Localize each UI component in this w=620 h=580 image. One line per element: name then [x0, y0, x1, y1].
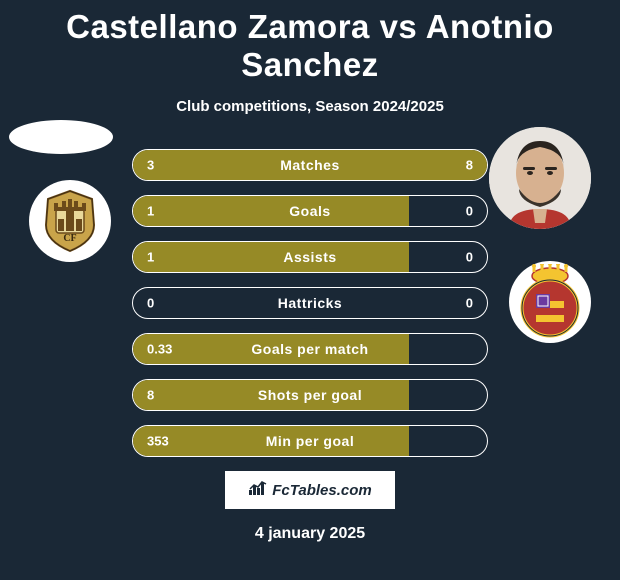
comparison-title: Castellano Zamora vs Anotnio Sanchez [0, 0, 620, 84]
stat-label: Hattricks [133, 295, 487, 311]
stat-label: Matches [133, 157, 487, 173]
stat-label: Goals [133, 203, 487, 219]
stat-row: 0.33Goals per match [132, 333, 488, 365]
stat-row: 10Assists [132, 241, 488, 273]
stat-label: Goals per match [133, 341, 487, 357]
comparison-subtitle: Club competitions, Season 2024/2025 [0, 98, 620, 115]
stats-area: 38Matches 10Goals 10Assists 00Hattricks 0.33… [0, 149, 620, 457]
stat-row: 10Goals [132, 195, 488, 227]
stat-label: Shots per goal [133, 387, 487, 403]
stat-label: Assists [133, 249, 487, 265]
stat-row: 353Min per goal [132, 425, 488, 457]
watermark[interactable]: FcTables.com [225, 471, 395, 509]
watermark-text: FcTables.com [272, 482, 371, 499]
comparison-date: 4 january 2025 [0, 525, 620, 543]
stat-row: 00Hattricks [132, 287, 488, 319]
stat-row: 38Matches [132, 149, 488, 181]
stat-rows-container: 38Matches 10Goals 10Assists 00Hattricks 0.33… [132, 149, 488, 457]
stat-row: 8Shots per goal [132, 379, 488, 411]
stat-label: Min per goal [133, 433, 487, 449]
chart-icon [248, 480, 268, 500]
